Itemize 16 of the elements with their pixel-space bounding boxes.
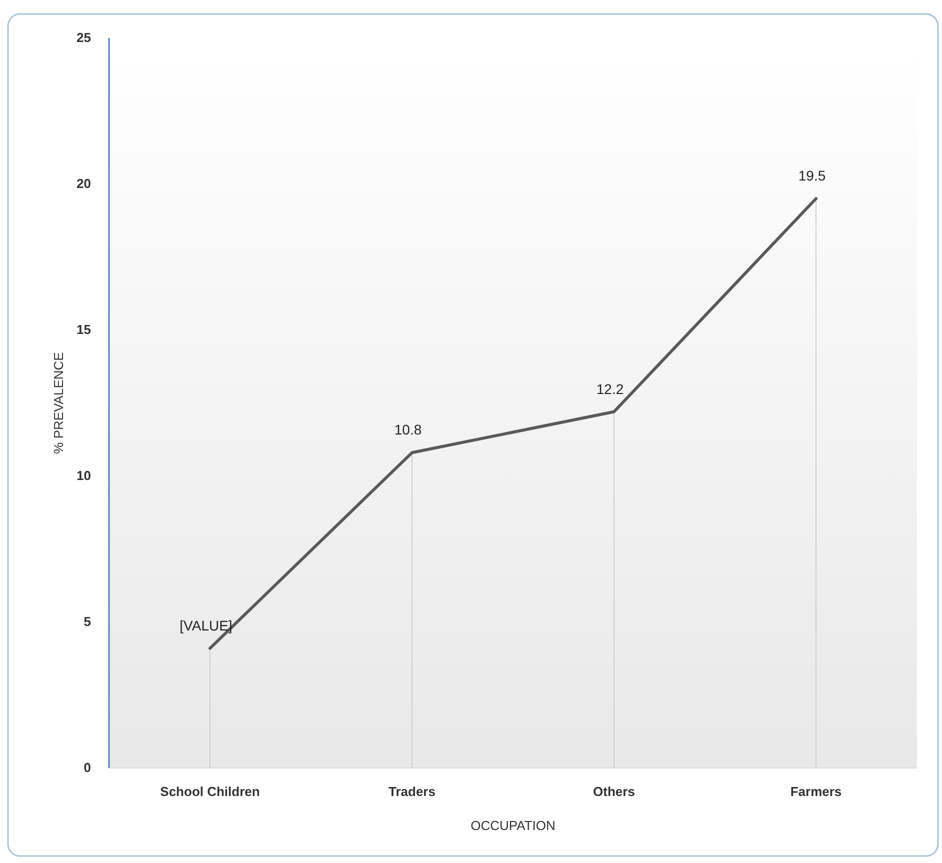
text: 12.2 bbox=[596, 380, 624, 397]
x-tick-label: Traders bbox=[388, 784, 436, 799]
y-tick-label: 0 bbox=[84, 760, 91, 775]
text: 19.5 bbox=[798, 168, 826, 184]
y-axis-title: % PREVALENCE bbox=[51, 352, 66, 454]
text: [VALUE] bbox=[180, 617, 232, 634]
y-tick-label: 20 bbox=[76, 176, 91, 191]
y-tick-label: 15 bbox=[76, 322, 91, 337]
y-tick-label: 5 bbox=[84, 614, 91, 629]
x-tick-label: Others bbox=[593, 784, 635, 799]
x-tick-label: Farmers bbox=[790, 784, 842, 799]
y-tick-label: 10 bbox=[76, 468, 91, 483]
x-tick-label: School Children bbox=[160, 784, 260, 799]
text: 10.8 bbox=[394, 422, 422, 438]
y-tick-label: 25 bbox=[76, 30, 91, 45]
x-axis-title: OCCUPATION bbox=[470, 818, 556, 833]
